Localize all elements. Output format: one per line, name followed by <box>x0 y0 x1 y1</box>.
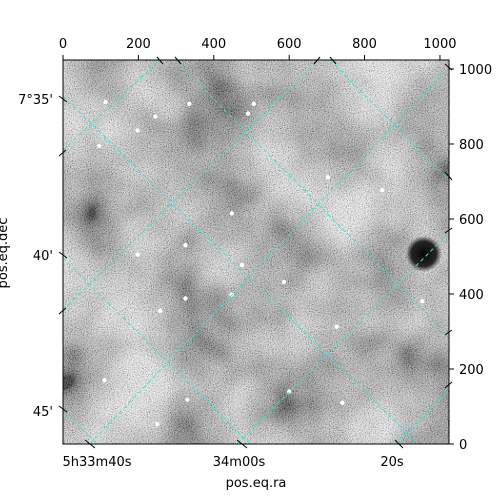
dec-tick-mark <box>58 149 67 157</box>
right-tick-mark <box>444 381 453 389</box>
astronomical-image <box>63 60 449 444</box>
star-source <box>183 296 188 301</box>
pixel-y-tick-label: 800 <box>459 138 484 153</box>
pixel-y-tick-label: 1000 <box>459 63 492 78</box>
coordinate-grid <box>63 60 449 444</box>
pixel-x-tick-label: 0 <box>59 37 67 52</box>
pixel-x-tick-label: 600 <box>277 37 302 52</box>
star-sources <box>96 99 442 427</box>
world-axis-ticks <box>58 56 453 449</box>
dec-tick-mark <box>58 251 68 259</box>
ra-grid-line <box>63 60 319 311</box>
dec-grid-line <box>63 95 420 444</box>
dec-tick-label: 45' <box>33 405 53 420</box>
pixel-x-tick-label: 1000 <box>423 37 456 52</box>
star-source <box>334 324 339 329</box>
star-source <box>229 211 235 216</box>
ra-grid-line <box>394 389 449 444</box>
ra-tick-label: 20s <box>380 455 404 470</box>
star-source <box>281 279 287 285</box>
star-source <box>155 421 160 427</box>
pixel-y-tick-label: 600 <box>459 213 484 228</box>
dec-tick-mark <box>58 405 68 413</box>
dec-grid-line <box>63 257 251 444</box>
right-tick-mark <box>444 227 453 234</box>
x-axis-label: pos.eq.ra <box>226 476 287 491</box>
top-tick-mark <box>313 56 321 65</box>
star-source <box>185 397 190 402</box>
pixel-x-axis: 0 200 400 600 800 1000 <box>59 37 457 60</box>
dec-grid-line <box>174 60 449 337</box>
pixel-x-tick-label: 400 <box>201 37 226 52</box>
ra-grid-line <box>236 232 449 444</box>
pixel-x-tick-label: 200 <box>126 37 151 52</box>
top-tick-mark <box>329 56 337 65</box>
pixel-x-tick-label: 800 <box>352 37 377 52</box>
right-tick-mark <box>444 329 453 336</box>
y-axis-label: pos.eq.dec <box>0 218 11 289</box>
top-tick-mark <box>156 56 164 65</box>
dec-tick-mark <box>58 95 68 103</box>
ra-tick-label: 5h33m40s <box>62 455 131 470</box>
dec-tick-label: 40' <box>33 249 53 264</box>
ra-tick-mark <box>84 439 96 449</box>
pixel-y-tick-label: 400 <box>459 288 484 303</box>
star-source <box>96 143 102 149</box>
star-source <box>153 114 158 119</box>
star-source <box>239 262 245 268</box>
pixel-y-tick-label: 200 <box>459 363 484 378</box>
ra-tick-mark <box>394 439 404 449</box>
dark-blob <box>405 235 442 272</box>
top-tick-mark <box>174 56 182 65</box>
star-source <box>103 99 108 105</box>
dec-tick-mark <box>58 307 67 315</box>
star-source <box>158 308 163 314</box>
pixel-y-axis: 0 200 400 600 800 1000 <box>449 63 492 453</box>
pixel-y-tick-label: 0 <box>459 438 467 453</box>
star-source <box>251 101 256 107</box>
star-source <box>340 400 345 405</box>
star-source <box>380 187 385 193</box>
ra-grid-line <box>89 66 449 444</box>
star-source <box>245 111 251 116</box>
star-source <box>135 252 140 257</box>
ra-grid-line <box>63 60 161 151</box>
plot-frame <box>62 59 450 445</box>
right-tick-mark <box>444 171 453 181</box>
ra-tick-mark <box>236 439 248 449</box>
star-source <box>183 243 188 248</box>
star-source <box>135 128 140 133</box>
star-source <box>420 298 425 304</box>
ra-tick-label: 34m00s <box>213 455 266 470</box>
dec-grid-line <box>63 409 98 444</box>
star-source <box>102 378 107 383</box>
dec-grid-line <box>329 60 449 181</box>
star-source <box>325 175 331 180</box>
star-source <box>187 101 192 107</box>
dec-tick-label: 7°35' <box>18 93 53 108</box>
right-tick-mark <box>444 63 453 71</box>
